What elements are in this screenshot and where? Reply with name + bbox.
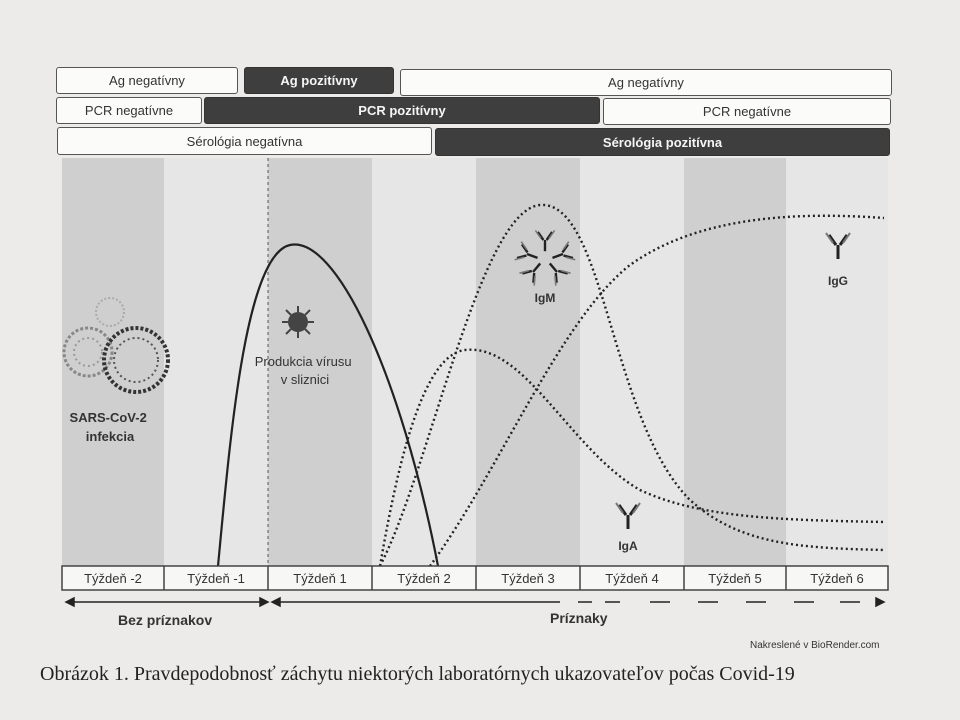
week-label: Týždeň 2	[397, 571, 450, 586]
week-columns	[62, 158, 888, 566]
virus-icon	[62, 297, 170, 394]
symptomatic-arrow	[270, 596, 886, 608]
igm-curve	[378, 203, 885, 567]
igg-curve	[429, 214, 885, 567]
iga-curve	[378, 348, 885, 567]
ag-negative-band-1: Ag negatívny	[56, 67, 238, 94]
ag-negative-band-2: Ag negatívny	[400, 69, 892, 96]
column-week-5	[684, 158, 786, 566]
column-week-m2	[62, 158, 164, 566]
infection-label: SARS-CoV-2 infekcia	[70, 410, 151, 444]
virus-production-curve	[216, 243, 440, 567]
ag-positive-band: Ag pozitívny	[244, 67, 394, 94]
pcr-positive-band: PCR pozitívny	[204, 97, 600, 124]
pcr-negative-band-2: PCR negatívne	[603, 98, 891, 125]
week-label: Týždeň -1	[187, 571, 245, 586]
serology-positive-band: Sérológia pozitívna	[435, 128, 890, 156]
week-label: Týždeň -2	[84, 571, 142, 586]
asymptomatic-arrow	[64, 596, 270, 608]
week-label: Týždeň 1	[293, 571, 346, 586]
virus-production-label: Produkcia vírusu v sliznici	[255, 354, 355, 387]
column-week-6	[786, 158, 888, 566]
igg-label: IgG	[828, 274, 848, 288]
credit-note: Nakreslené v BioRender.com	[750, 640, 880, 651]
column-week-3	[476, 158, 580, 566]
serology-negative-band: Sérológia negatívna	[57, 127, 432, 155]
week-label: Týždeň 6	[810, 571, 863, 586]
week-label: Týždeň 5	[708, 571, 761, 586]
iga-label: IgA	[618, 539, 638, 553]
igm-label: IgM	[535, 291, 556, 305]
figure-caption: Obrázok 1. Pravdepodobnosť záchytu niekt…	[40, 663, 795, 685]
pcr-negative-band-1: PCR negatívne	[56, 97, 202, 124]
column-week-m1	[164, 158, 268, 566]
symptomatic-label: Príznaky	[550, 610, 608, 626]
virus-icon	[282, 306, 314, 338]
column-week-4	[580, 158, 684, 566]
week-axis: Týždeň -2 Týždeň -1 Týždeň 1 Týždeň 2 Tý…	[61, 565, 889, 591]
week-label: Týždeň 4	[605, 571, 658, 586]
week-label: Týždeň 3	[501, 571, 554, 586]
asymptomatic-label: Bez príznakov	[118, 612, 213, 628]
column-week-1	[268, 158, 372, 566]
